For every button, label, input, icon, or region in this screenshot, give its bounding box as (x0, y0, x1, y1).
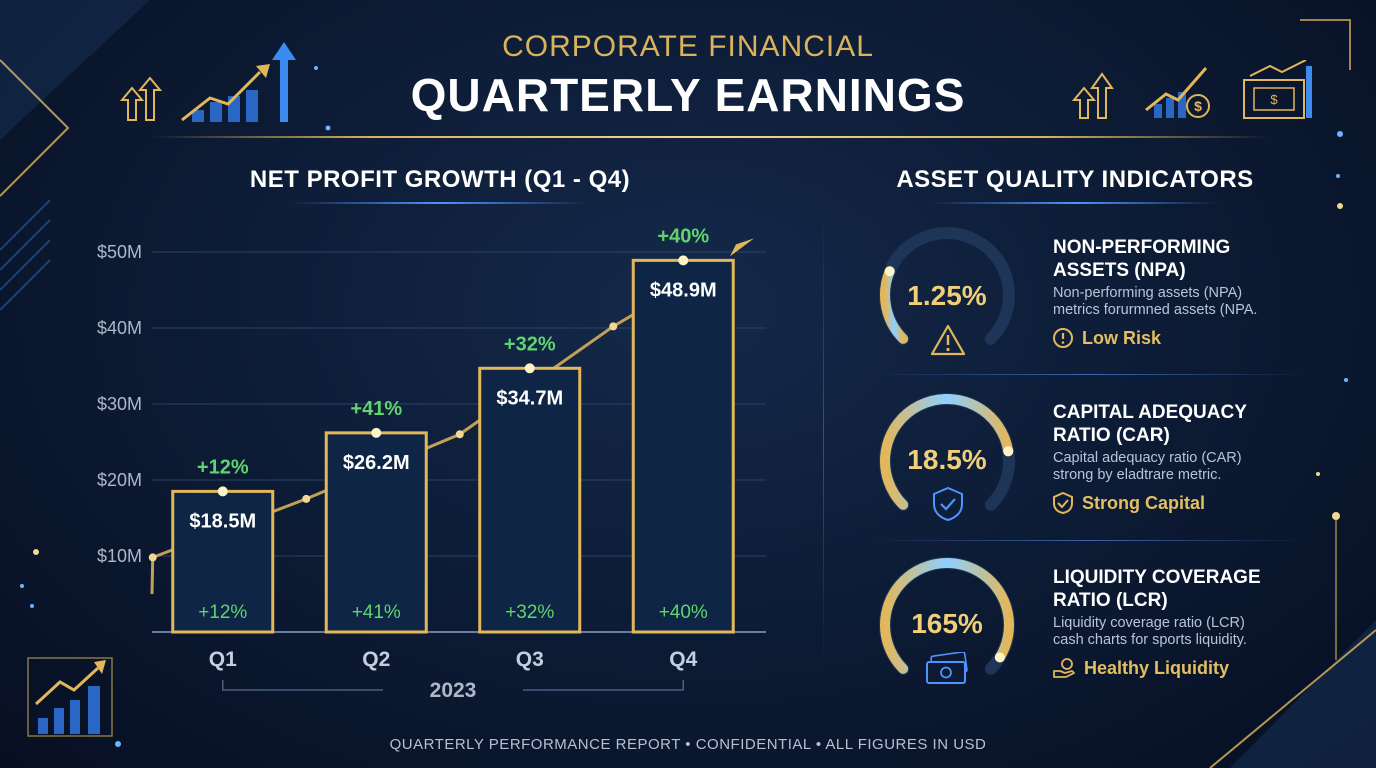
car-name-line2: RATIO (CAR) (1053, 425, 1170, 446)
gauge-end-glow (884, 266, 895, 277)
alert-circle-icon (1053, 328, 1073, 348)
page-title: QUARTERLY EARNINGS (410, 69, 966, 121)
chart-title: NET PROFIT GROWTH (Q1 - Q4) (249, 166, 631, 193)
npa-desc-line2: metrics forurmned assets (NPA. (1053, 302, 1258, 318)
bar-top-glow (371, 427, 382, 438)
lcr-status: Healthy Liquidity (1084, 657, 1230, 678)
growth-label-bottom: +12% (198, 602, 247, 623)
gauge-fill (880, 394, 1014, 510)
bar-value-label: $48.9M (650, 279, 717, 301)
lcr-status-badge: Healthy Liquidity (1052, 656, 1229, 680)
year-bracket (222, 680, 684, 691)
x-axis-label: 2023 (430, 679, 477, 702)
indicators-title: ASSET QUALITY INDICATORS (896, 166, 1254, 193)
trend-point (609, 322, 618, 331)
bar-q2 (324, 431, 428, 634)
y-tick-label: $40M (97, 318, 142, 338)
lcr-name: LIQUIDITY COVERAGE RATIO (LCR) (1053, 566, 1353, 612)
growth-label-bottom: +32% (505, 602, 554, 623)
npa-name: NON-PERFORMING ASSETS (NPA) (1053, 236, 1353, 282)
title-divider (150, 136, 1270, 138)
bar-top-glow (678, 255, 689, 266)
trend-arrowhead (730, 238, 754, 257)
gauge-fill (880, 558, 1014, 674)
gauge-end-glow (1003, 446, 1014, 457)
npa-name-line1: NON-PERFORMING (1053, 237, 1231, 258)
x-tick-label: Q2 (362, 648, 390, 671)
gauge-end-glow (994, 652, 1005, 663)
footer-text: QUARTERLY PERFORMANCE REPORT • CONFIDENT… (389, 736, 987, 753)
npa-value: 1.25% (907, 280, 987, 311)
shield-check-icon (1053, 491, 1073, 515)
gauge-fill (880, 266, 909, 344)
car-description: Capital adequacy ratio (CAR) strong by e… (1053, 450, 1353, 484)
growth-label-top: +40% (657, 225, 709, 247)
x-tick-label: Q1 (209, 648, 237, 671)
indicator-separator (870, 374, 1310, 375)
lcr-name-line2: RATIO (LCR) (1053, 590, 1168, 611)
growth-label-top: +32% (504, 333, 556, 355)
growth-label-bottom: +41% (352, 602, 401, 623)
car-name: CAPITAL ADEQUACY RATIO (CAR) (1053, 401, 1353, 447)
growth-label-top: +41% (350, 398, 402, 420)
chart-title-underline (290, 202, 590, 204)
growth-label-bottom: +40% (659, 602, 708, 623)
lcr-gauge: 165% (862, 552, 1032, 698)
net-profit-bar-chart: $10M $20M $30M $40M $50M $18.5M +12% +12% Q1 $26.… (97, 225, 766, 702)
y-tick-label: $20M (97, 470, 142, 490)
car-value: 18.5% (907, 444, 987, 475)
npa-status: Low Risk (1082, 327, 1162, 348)
npa-desc-line1: Non-performing assets (NPA) (1053, 285, 1243, 301)
bar-value-label: $18.5M (189, 510, 256, 532)
lcr-name-line1: LIQUIDITY COVERAGE (1053, 567, 1261, 588)
lcr-description: Liquidity coverage ratio (LCR) cash char… (1053, 615, 1353, 649)
growth-chart-icon (120, 42, 296, 122)
y-tick-label: $30M (97, 394, 142, 414)
car-gauge: 18.5% (862, 388, 1032, 534)
indicator-separator (870, 540, 1310, 541)
lcr-gauge-ring (879, 557, 1015, 675)
lcr-value: 165% (911, 608, 983, 639)
y-tick-label: $10M (97, 546, 142, 566)
x-tick-label: Q4 (669, 648, 697, 671)
bar-value-label: $34.7M (496, 387, 563, 409)
bar-top-glow (524, 363, 535, 374)
section-divider (823, 210, 824, 670)
car-name-line1: CAPITAL ADEQUACY (1053, 402, 1247, 423)
car-status-badge: Strong Capital (1052, 491, 1205, 515)
cash-icon (926, 652, 968, 684)
npa-status-badge: Low Risk (1052, 326, 1161, 350)
bar-value-label: $26.2M (343, 452, 410, 474)
svg-text:$: $ (1194, 98, 1202, 114)
growth-label-top: +12% (197, 456, 249, 478)
warning-icon (930, 324, 966, 356)
lcr-desc-line1: Liquidity coverage ratio (LCR) (1053, 615, 1245, 631)
hand-coin-icon (1053, 658, 1075, 678)
finance-icons-cluster: $ $ (1071, 60, 1312, 119)
lcr-desc-line2: cash charts for sports liquidity. (1053, 632, 1247, 648)
trend-point (302, 494, 311, 503)
npa-description: Non-performing assets (NPA) metrics foru… (1053, 285, 1353, 319)
shield-check-icon (933, 486, 963, 522)
svg-text:$: $ (1270, 92, 1278, 107)
bar-q4 (631, 258, 735, 634)
npa-name-line2: ASSETS (NPA) (1053, 260, 1186, 281)
car-desc-line1: Capital adequacy ratio (CAR) (1053, 450, 1242, 466)
car-gauge-ring (879, 393, 1015, 511)
trend-point (148, 553, 157, 562)
header-subtitle: CORPORATE FINANCIAL (502, 30, 874, 63)
bar-top-glow (217, 486, 228, 497)
trend-point (455, 430, 464, 439)
npa-gauge: 1.25% (862, 222, 1032, 368)
indicators-title-underline (930, 202, 1220, 204)
car-status: Strong Capital (1082, 492, 1206, 513)
x-tick-label: Q3 (516, 648, 544, 671)
y-tick-label: $50M (97, 242, 142, 262)
npa-gauge-ring (879, 227, 1015, 345)
bar-q3 (478, 366, 582, 634)
car-desc-line2: strong by eladtrare metric. (1053, 467, 1222, 483)
bar-growth-icon (27, 657, 113, 737)
